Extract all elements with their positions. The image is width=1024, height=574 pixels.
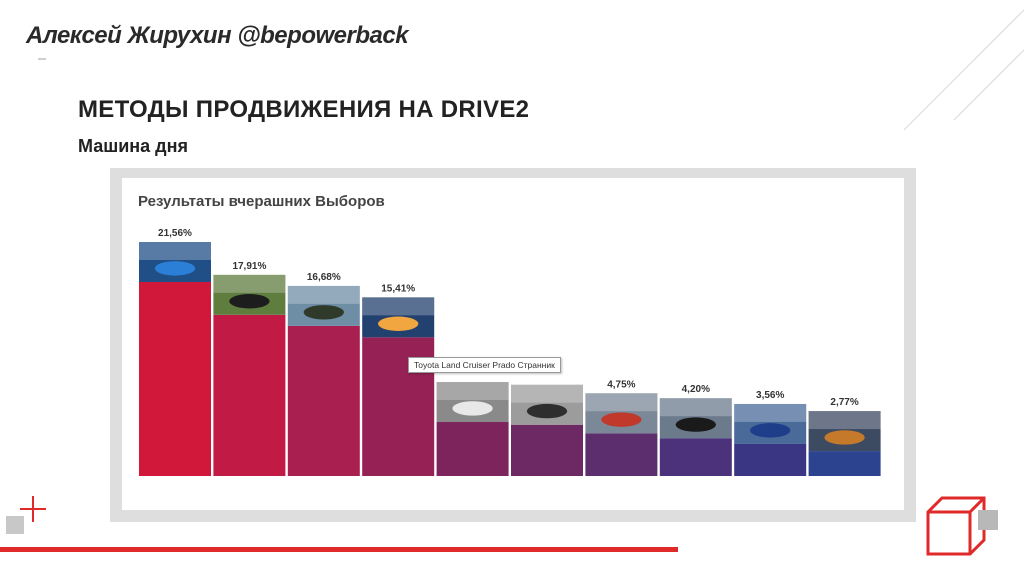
poll-title: Результаты вчерашних Выборов: [138, 193, 385, 210]
author-underline: [38, 58, 46, 60]
author-handle: Алексей Жирухин @bepowerback: [26, 22, 409, 49]
plus-icon: [20, 496, 46, 522]
car-tooltip: Toyota Land Cruiser Prado Странник: [408, 357, 561, 373]
slide-title: МЕТОДЫ ПРОДВИЖЕНИЯ НА DRIVE2: [78, 96, 530, 123]
accent-line: [0, 547, 678, 552]
cube-icon: [926, 496, 986, 556]
decorative-square: [6, 516, 24, 534]
decorative-lines: [903, 9, 1024, 131]
poll-panel: [122, 178, 904, 510]
decorative-square: [978, 510, 998, 530]
slide-subtitle: Машина дня: [78, 136, 188, 156]
